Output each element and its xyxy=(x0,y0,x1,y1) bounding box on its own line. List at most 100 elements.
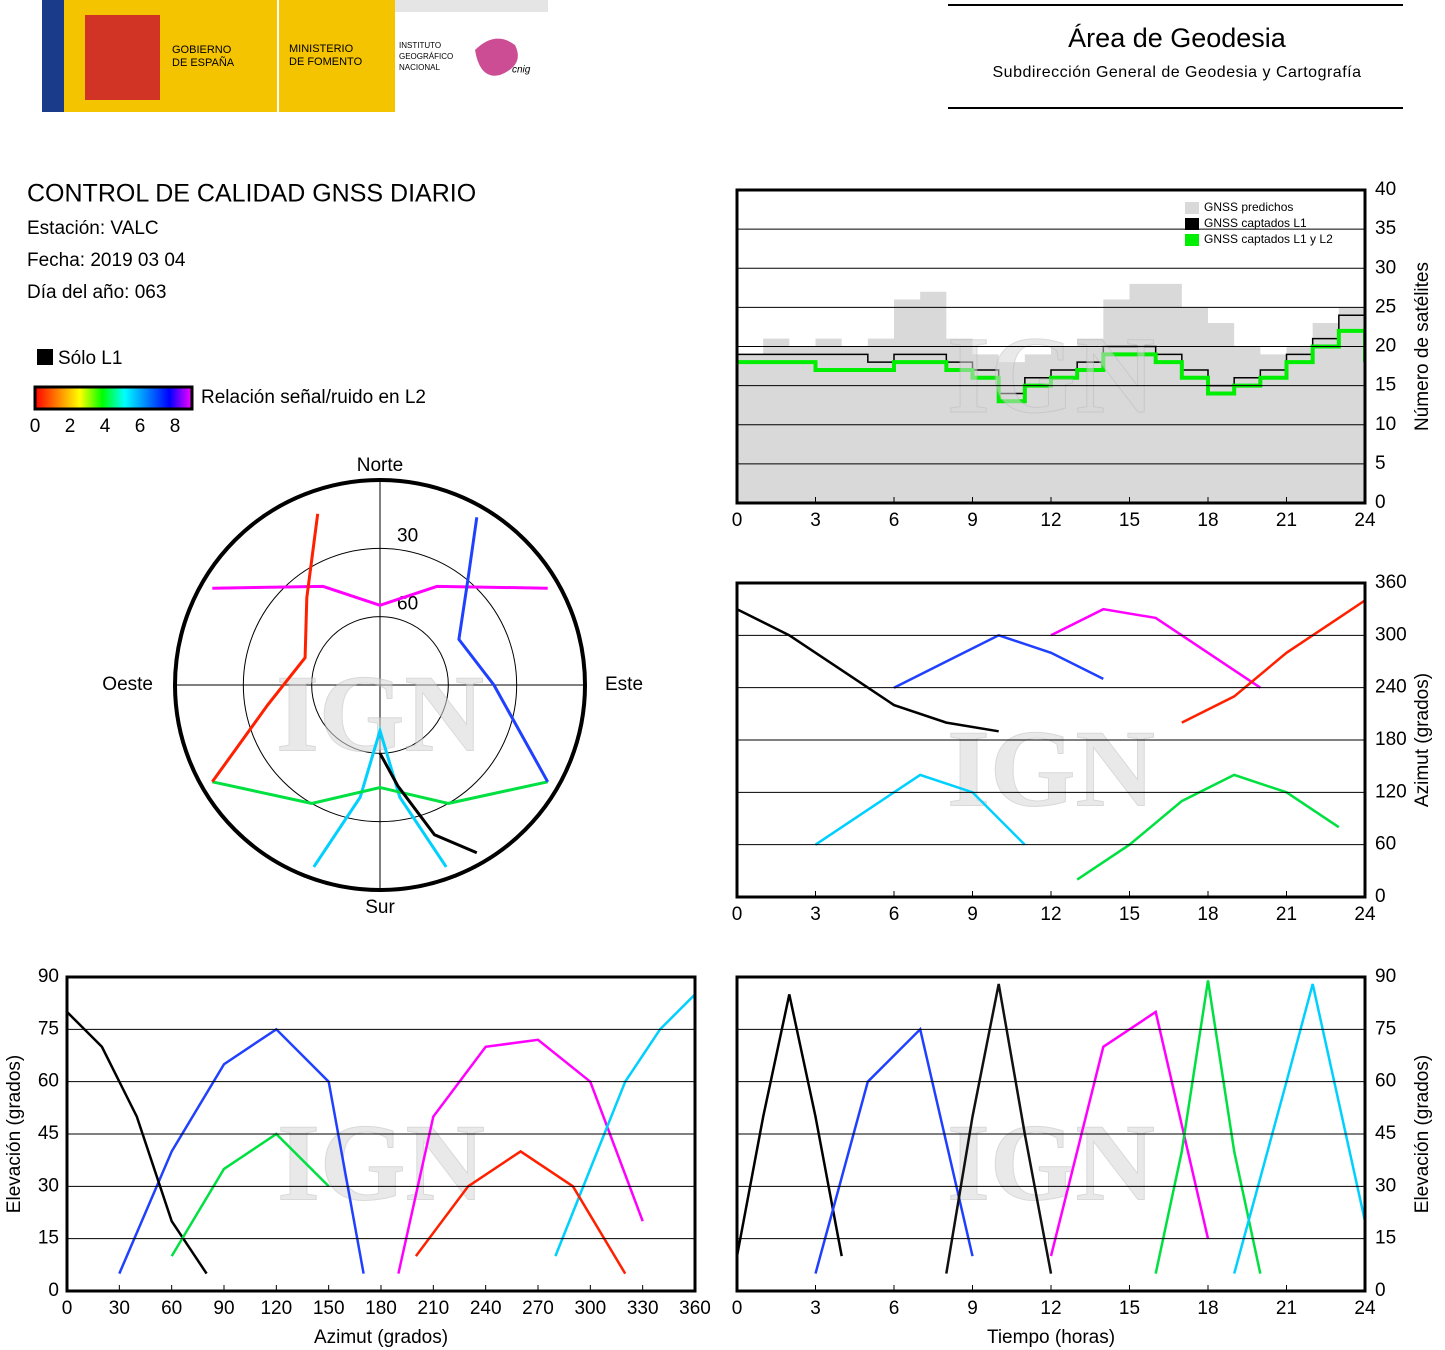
watermark: IGN xyxy=(947,314,1155,436)
y-tick-label: 5 xyxy=(1375,453,1386,474)
ministry-line: DE FOMENTO xyxy=(289,56,363,68)
y-tick-label: 90 xyxy=(38,966,59,987)
plot-frame xyxy=(735,188,1367,505)
x-tick-label: 30 xyxy=(109,1298,130,1319)
x-tick-label: 3 xyxy=(810,510,821,531)
satellite-track xyxy=(1050,607,1261,689)
satellite-track xyxy=(397,1038,644,1274)
x-tick-label: 0 xyxy=(62,1298,73,1319)
y-tick-label: 25 xyxy=(1375,296,1396,317)
x-tick-label: 15 xyxy=(1119,904,1140,925)
x-tick-label: 300 xyxy=(574,1298,606,1319)
only-l1-label: Sólo L1 xyxy=(58,348,122,369)
x-tick-label: 24 xyxy=(1354,904,1376,925)
x-tick-label: 60 xyxy=(161,1298,182,1319)
colorbar-tick-label: 0 xyxy=(30,416,41,437)
satellite-track xyxy=(893,633,1104,689)
x-tick-label: 0 xyxy=(732,510,743,531)
logo xyxy=(42,0,548,112)
satellite-track xyxy=(457,517,550,783)
x-tick-label: 21 xyxy=(1276,904,1297,925)
x-tick-label: 18 xyxy=(1197,904,1218,925)
plot-area: IGN xyxy=(737,599,1365,881)
y-tick-label: 60 xyxy=(1375,834,1396,855)
plot-frame xyxy=(735,581,1367,899)
watermark: IGN xyxy=(947,1101,1155,1223)
legend-swatch xyxy=(1185,234,1199,246)
x-tick-label: 120 xyxy=(260,1298,292,1319)
station: Estación: VALC xyxy=(27,218,159,239)
colorbar xyxy=(33,385,194,411)
legend-label: GNSS captados L1 y L2 xyxy=(1204,232,1333,246)
direction-label: Oeste xyxy=(102,674,153,695)
y-tick-label: 60 xyxy=(38,1071,59,1092)
watermark: IGN xyxy=(277,1101,485,1223)
x-tick-label: 3 xyxy=(810,904,821,925)
y-axis-title: Número de satélites xyxy=(1412,262,1433,431)
colorbar-tick-label: 8 xyxy=(170,416,181,437)
x-tick-label: 15 xyxy=(1119,510,1140,531)
institute-line: GEOGRÁFICO xyxy=(399,52,453,61)
y-tick-label: 75 xyxy=(1375,1018,1396,1039)
report-title: CONTROL DE CALIDAD GNSS DIARIO xyxy=(27,180,476,208)
x-tick-label: 240 xyxy=(470,1298,502,1319)
plot-frame xyxy=(65,975,697,1293)
day-of-year: Día del año: 063 xyxy=(27,282,166,303)
satellite-track xyxy=(211,513,320,783)
y-tick-label: 15 xyxy=(38,1228,59,1249)
institute-line: NACIONAL xyxy=(399,63,440,72)
satellite-track xyxy=(170,1132,330,1257)
satellite-track xyxy=(414,1149,627,1275)
chart-panel: IGN 0 60 120 180 240 300 360 0 3 6 9 12 15 18 21 24 Azimu… xyxy=(732,572,1433,925)
x-tick-label: 21 xyxy=(1276,1298,1297,1319)
satellite-track xyxy=(814,1026,974,1274)
colorbar-tick-label: 4 xyxy=(100,416,111,437)
x-tick-label: 180 xyxy=(365,1298,397,1319)
y-tick-label: 90 xyxy=(1375,966,1396,987)
satellite-track xyxy=(945,983,1053,1274)
x-tick-label: 21 xyxy=(1276,510,1297,531)
x-tick-label: 330 xyxy=(627,1298,659,1319)
y-tick-label: 180 xyxy=(1375,729,1407,750)
y-tick-label: 30 xyxy=(1375,257,1396,278)
x-tick-label: 15 xyxy=(1119,1298,1140,1319)
x-tick-label: 90 xyxy=(213,1298,234,1319)
y-tick-label: 0 xyxy=(48,1280,59,1301)
legend-label: GNSS predichos xyxy=(1204,200,1293,214)
y-tick-label: 0 xyxy=(1375,1280,1386,1301)
only-l1-swatch xyxy=(37,349,53,365)
x-tick-label: 6 xyxy=(889,1298,900,1319)
x-tick-label: 9 xyxy=(967,510,978,531)
y-tick-label: 120 xyxy=(1375,781,1407,802)
date: Fecha: 2019 03 04 xyxy=(27,250,186,271)
direction-label: Sur xyxy=(365,897,395,918)
satellite-track xyxy=(1181,599,1365,724)
x-tick-label: 12 xyxy=(1040,510,1061,531)
gov-line: GOBIERNO xyxy=(172,44,232,56)
colorbar-tick-label: 6 xyxy=(135,416,146,437)
gov-line: DE ESPAÑA xyxy=(172,56,235,69)
x-axis-title: Tiempo (horas) xyxy=(987,1327,1115,1348)
y-tick-label: 10 xyxy=(1375,414,1396,435)
y-tick-label: 45 xyxy=(38,1123,59,1144)
x-tick-label: 18 xyxy=(1197,510,1218,531)
x-tick-label: 9 xyxy=(967,1298,978,1319)
horizon xyxy=(173,478,587,892)
legend-swatch xyxy=(1185,202,1199,214)
x-tick-label: 0 xyxy=(732,1298,743,1319)
area-title: Área de Geodesia xyxy=(1068,23,1287,53)
legend-label: GNSS captados L1 xyxy=(1204,216,1307,230)
x-axis-title: Azimut (grados) xyxy=(314,1327,448,1348)
colorbar-tick-label: 2 xyxy=(65,416,76,437)
plot-area: IGN xyxy=(737,283,1365,503)
watermark: IGN xyxy=(947,707,1155,829)
y-tick-label: 35 xyxy=(1375,218,1396,239)
x-tick-label: 6 xyxy=(889,510,900,531)
count-line xyxy=(737,328,1365,404)
y-tick-label: 40 xyxy=(1375,179,1396,200)
satellite-track xyxy=(814,773,1026,846)
satellite-track xyxy=(211,780,549,805)
satellite-track xyxy=(378,752,478,855)
y-tick-label: 15 xyxy=(1375,1228,1396,1249)
